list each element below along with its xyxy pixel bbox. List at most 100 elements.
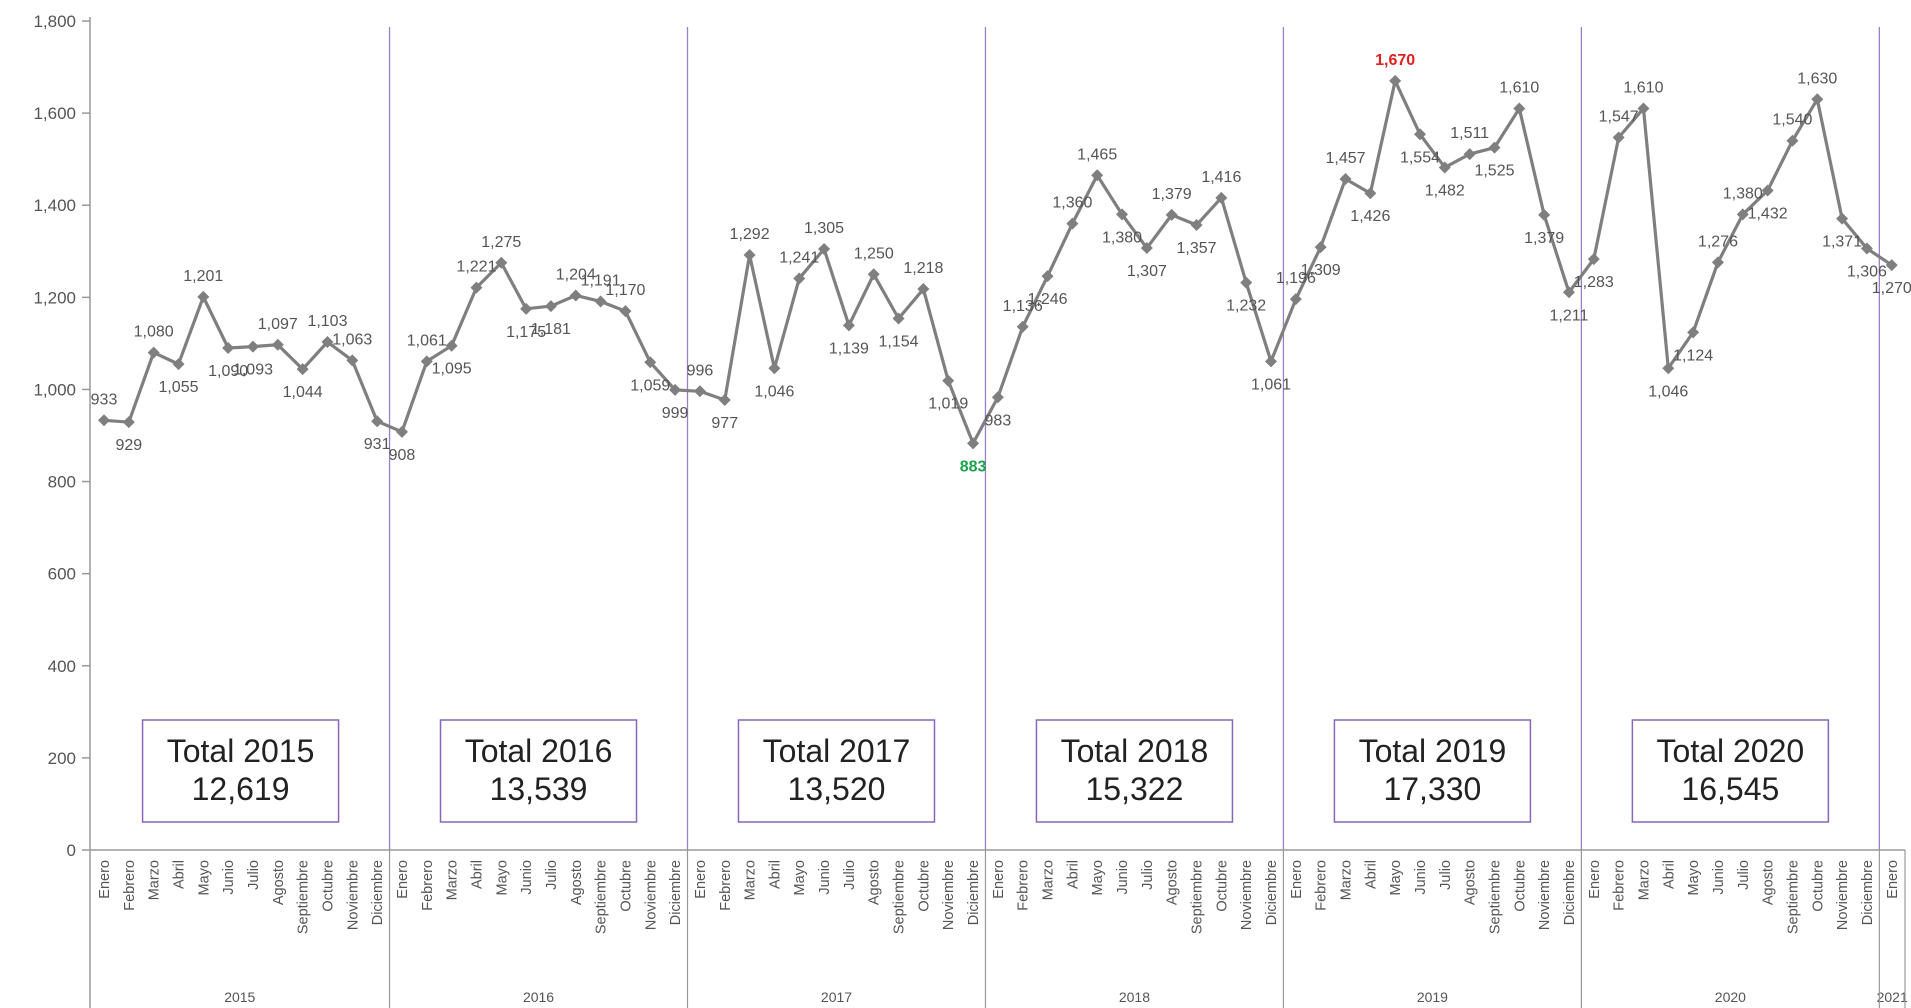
- y-tick-label: 0: [67, 841, 76, 860]
- data-point: [842, 319, 855, 332]
- data-label: 1,170: [605, 282, 645, 299]
- data-label: 1,241: [779, 249, 819, 266]
- data-label: 1,175: [506, 324, 546, 341]
- data-point: [1637, 102, 1650, 115]
- data-point: [1041, 270, 1054, 283]
- data-point: [892, 312, 905, 325]
- x-tick-label: Abril: [469, 860, 485, 889]
- data-label: 1,232: [1226, 298, 1266, 315]
- x-tick-label: Mayo: [1388, 860, 1404, 895]
- data-label: 1,380: [1723, 185, 1763, 202]
- data-label: 1,630: [1797, 70, 1837, 87]
- data-point: [1364, 187, 1377, 200]
- x-tick-label: Noviembre: [1835, 860, 1851, 930]
- x-tick-label: Febrero: [718, 860, 734, 911]
- data-point: [1885, 259, 1898, 272]
- x-tick-label: Febrero: [420, 860, 436, 911]
- data-label: 1,525: [1474, 163, 1514, 180]
- data-point: [495, 256, 508, 269]
- data-point: [1116, 208, 1129, 221]
- data-point: [917, 283, 930, 296]
- x-tick-label: Octubre: [1512, 860, 1528, 912]
- x-tick-label: Junio: [1711, 860, 1727, 895]
- data-point: [1736, 208, 1749, 221]
- x-tick-label: Agosto: [867, 860, 883, 905]
- data-label: 1,275: [481, 234, 521, 251]
- data-label: 1,379: [1152, 186, 1192, 203]
- x-tick-label: Enero: [97, 860, 113, 899]
- data-point: [1339, 172, 1352, 185]
- data-label: 1,416: [1201, 169, 1241, 186]
- data-label: 1,204: [556, 266, 596, 283]
- x-tick-label: Junio: [1115, 860, 1131, 895]
- x-tick-label: Marzo: [445, 860, 461, 900]
- total-box-title: Total 2020: [1657, 733, 1805, 769]
- total-box: [141, 719, 340, 823]
- data-label: 1,095: [432, 361, 472, 378]
- data-label: 1,059: [630, 377, 670, 394]
- data-point: [1091, 169, 1104, 182]
- data-label: 1,540: [1772, 112, 1812, 129]
- data-label: 1,426: [1350, 208, 1390, 225]
- data-point: [942, 374, 955, 387]
- data-point: [98, 414, 110, 427]
- x-tick-label: Julio: [1140, 860, 1156, 890]
- data-point: [991, 391, 1004, 404]
- data-point: [1488, 141, 1501, 154]
- data-point: [1165, 208, 1178, 221]
- x-axis: Enero Febrero Marzo Abril Mayo Junio Julio Agos…: [90, 849, 1908, 1008]
- total-box-value: 17,330: [1383, 771, 1481, 807]
- x-tick-label: Octubre: [916, 860, 932, 912]
- data-point: [1612, 131, 1625, 144]
- data-label: 977: [711, 415, 738, 432]
- year-label: 2020: [1715, 989, 1746, 1005]
- x-tick-label: Junio: [1413, 860, 1429, 895]
- x-tick-label: Junio: [519, 860, 535, 895]
- data-label: 1,554: [1400, 149, 1440, 166]
- data-point: [197, 290, 210, 303]
- data-label: 1,511: [1450, 125, 1489, 142]
- data-point: [271, 338, 284, 351]
- total-box-title: Total 2016: [465, 733, 613, 769]
- total-box-value: 13,520: [788, 771, 886, 807]
- total-box-title: Total 2017: [763, 733, 911, 769]
- data-point: [1438, 161, 1451, 174]
- data-label: 1,090: [208, 363, 248, 380]
- x-tick-label: Junio: [817, 860, 833, 895]
- data-point: [1513, 102, 1526, 115]
- data-point: [1761, 184, 1774, 197]
- data-label: 1,218: [903, 260, 943, 277]
- data-point: [246, 340, 259, 353]
- x-tick-label: Febrero: [122, 860, 138, 911]
- year-label: 2017: [821, 989, 852, 1005]
- data-label: 1,019: [928, 396, 968, 413]
- data-label: 1,276: [1698, 233, 1738, 250]
- data-point: [594, 295, 607, 308]
- x-tick-label: Septiembre: [1190, 860, 1206, 934]
- x-tick-label: Enero: [1289, 860, 1305, 899]
- x-tick-label: Julio: [842, 860, 858, 890]
- x-tick-label: Abril: [1065, 860, 1081, 889]
- x-tick-label: Mayo: [792, 860, 808, 895]
- x-tick-label: Agosto: [271, 860, 287, 905]
- x-tick-label: Febrero: [1016, 860, 1032, 911]
- data-point: [1265, 355, 1278, 368]
- x-tick-label: Septiembre: [594, 860, 610, 934]
- data-label: 1,305: [804, 220, 844, 237]
- data-label: 1,191: [581, 272, 621, 289]
- data-label: 1,283: [1574, 274, 1614, 291]
- data-label: 1,547: [1599, 109, 1639, 126]
- data-label: 1,136: [1003, 298, 1043, 315]
- x-tick-label: Septiembre: [892, 860, 908, 934]
- data-label: 1,181: [531, 321, 571, 338]
- x-tick-label: Septiembre: [1487, 860, 1503, 934]
- data-point: [619, 305, 632, 318]
- x-tick-label: Agosto: [569, 860, 585, 905]
- data-label: 1,357: [1176, 240, 1216, 257]
- data-label: 1,432: [1748, 205, 1788, 222]
- data-label: 996: [687, 362, 714, 379]
- data-point: [818, 242, 831, 255]
- data-label: 1,360: [1052, 195, 1092, 212]
